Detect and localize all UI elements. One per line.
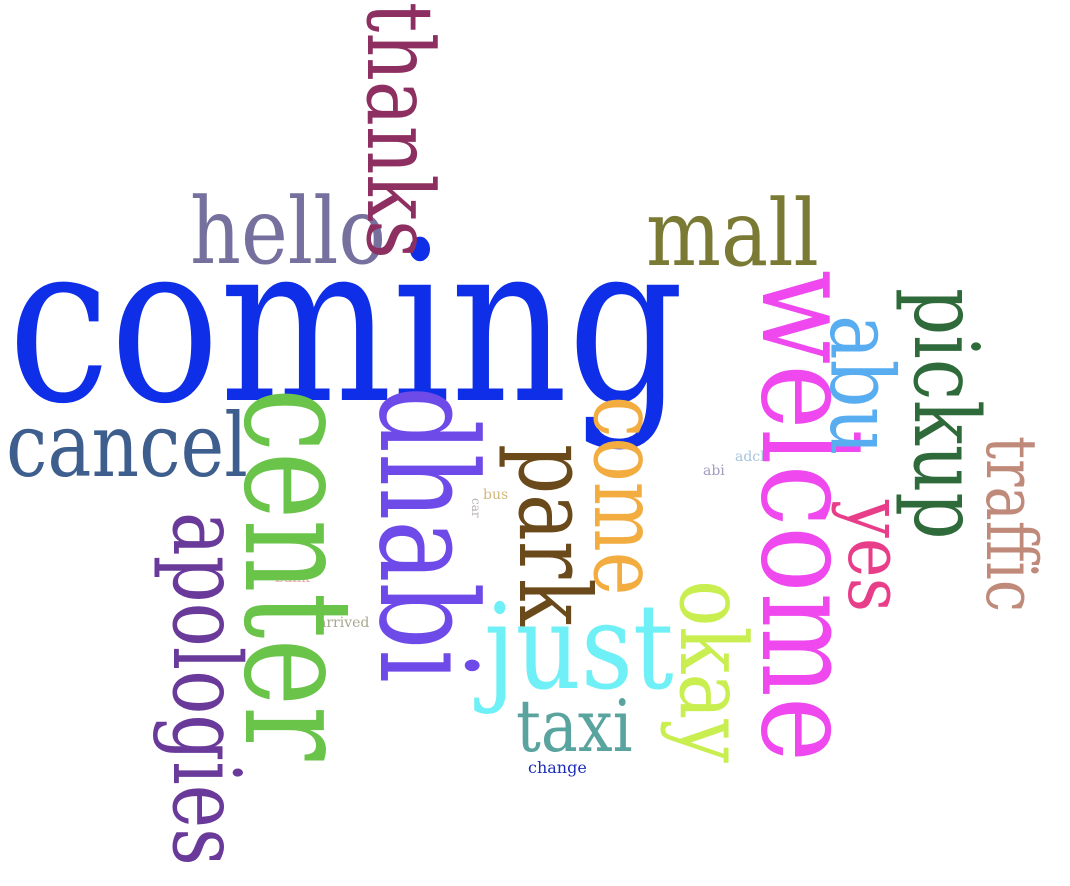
word-traffic: traffic [970,436,1052,613]
word-taxi: taxi [516,684,633,768]
word-just: just [484,578,674,716]
word-yes: yes [830,500,920,613]
word-hello: hello [190,178,387,285]
word-adcb: adcb [735,449,770,465]
word-coming: coming [8,195,685,453]
word-bus: bus [483,487,509,503]
word-apologies: apologies [151,512,260,866]
word-dhabi: dhabi [349,386,505,683]
word-cancel: cancel [6,394,248,497]
word-change: change [528,758,587,777]
word-park: park [496,444,610,626]
word-arrived: arrived [318,615,370,631]
word-abu: abu [810,315,913,456]
word-abi: abi [703,463,725,479]
word-mall: mall [646,180,819,287]
word-bank: bank [275,570,310,586]
word-okay: okay [659,580,766,764]
word-thanks: thanks [346,2,453,259]
